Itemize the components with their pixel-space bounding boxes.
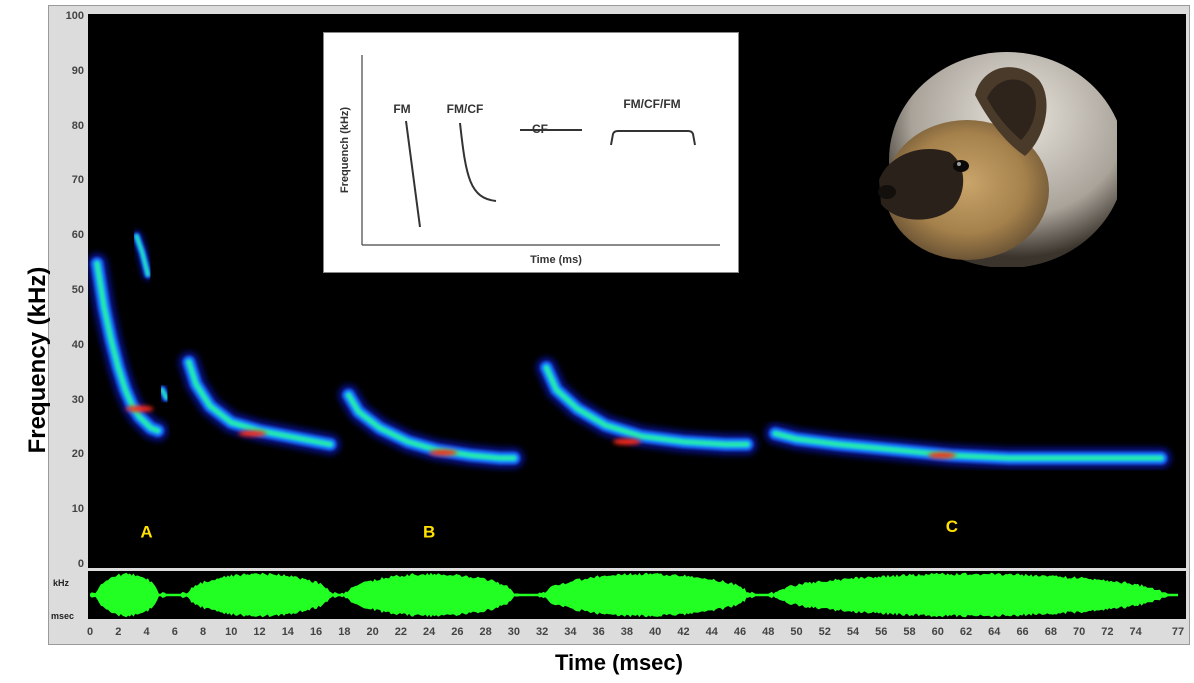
x-tick-label: 54 [841,626,865,638]
call-peak [238,430,266,436]
y-tick-label: 20 [54,448,84,460]
x-tick-label: 62 [954,626,978,638]
x-tick-label: 28 [474,626,498,638]
inset-fm-shape [406,121,420,227]
call-peak [429,450,457,456]
y-tick-label: 30 [54,394,84,406]
x-tick-label: 10 [219,626,243,638]
x-tick-label: 0 [78,626,102,638]
x-tick-label: 2 [106,626,130,638]
x-axis-label: Time (msec) [48,650,1190,676]
bat-illustration [857,40,1117,267]
x-tick-label: 38 [615,626,639,638]
x-tick-label: 66 [1011,626,1035,638]
call-1 [137,236,148,274]
y-tick-label: 80 [54,120,84,132]
x-tick-label: 32 [530,626,554,638]
y-tick-label: 50 [54,284,84,296]
x-tick-label: 4 [135,626,159,638]
call-5 [546,368,747,445]
call-peak [928,452,956,458]
x-tick-label: 42 [671,626,695,638]
call-2 [162,390,166,398]
x-tick-label: 50 [784,626,808,638]
call-label-a: A [140,523,152,542]
x-tick-label: 34 [558,626,582,638]
call-peak [125,406,153,412]
bat-photo [857,40,1117,267]
x-tick-label: 72 [1095,626,1119,638]
y-axis-label: Frequency (kHz) [24,260,52,460]
y-tick-label: 60 [54,229,84,241]
waveform-envelope [90,573,1178,618]
x-tick-label: 12 [248,626,272,638]
inset-y-label: Frequench (kHz) [339,107,351,194]
x-tick-label: 68 [1039,626,1063,638]
call-6 [775,434,1161,459]
x-tick-label: 20 [361,626,385,638]
x-tick-label: 6 [163,626,187,638]
x-tick-label: 40 [643,626,667,638]
call-labels-layer: A B C [140,517,958,541]
x-tick-label: 8 [191,626,215,638]
call-4 [349,395,514,458]
inset-fmcffm-label: FM/CF/FM [623,97,680,111]
x-tick-label: 74 [1124,626,1148,638]
x-tick-label: 22 [389,626,413,638]
waveform-panel [88,571,1186,619]
x-tick-label: 24 [417,626,441,638]
x-tick-label: 60 [926,626,950,638]
x-tick-label: 30 [502,626,526,638]
inset-fmcffm-shape [611,131,695,145]
call-label-c: C [946,517,958,536]
x-tick-label: 14 [276,626,300,638]
x-tick-label: 52 [813,626,837,638]
inset-x-label: Time (ms) [530,254,582,266]
waveform-axis-label: kHz [53,578,69,588]
x-tick-label: 26 [445,626,469,638]
call-3 [189,362,330,444]
x-tick-label: 56 [869,626,893,638]
bat-nose [878,185,896,199]
inset-fmcf-shape [460,123,496,201]
x-tick-label: 48 [756,626,780,638]
waveform-svg [88,571,1186,619]
waveform-unit-label: msec [51,611,74,621]
call-0 [97,264,158,431]
inset-diagram: Frequench (kHz) Time (ms) FM FM/CF CF FM… [324,33,738,272]
x-tick-label: 46 [728,626,752,638]
x-tick-label: 70 [1067,626,1091,638]
inset-fm-label: FM [393,102,410,116]
bat-eye [953,160,969,172]
y-tick-label: 10 [54,503,84,515]
x-tick-label: 58 [898,626,922,638]
x-tick-label: 16 [304,626,328,638]
y-tick-label: 40 [54,339,84,351]
x-tick-label: 44 [700,626,724,638]
y-tick-label: 90 [54,65,84,77]
call-label-b: B [423,523,435,542]
y-tick-label: 70 [54,174,84,186]
x-tick-label: 18 [332,626,356,638]
inset-fmcf-label: FM/CF [447,102,484,116]
x-tick-label: 77 [1166,626,1190,638]
y-tick-label: 100 [54,10,84,22]
call-shape-inset: Frequench (kHz) Time (ms) FM FM/CF CF FM… [323,32,739,273]
call-peak [613,439,641,445]
x-tick-label: 64 [982,626,1006,638]
x-tick-label: 36 [587,626,611,638]
y-tick-label: 0 [54,558,84,570]
